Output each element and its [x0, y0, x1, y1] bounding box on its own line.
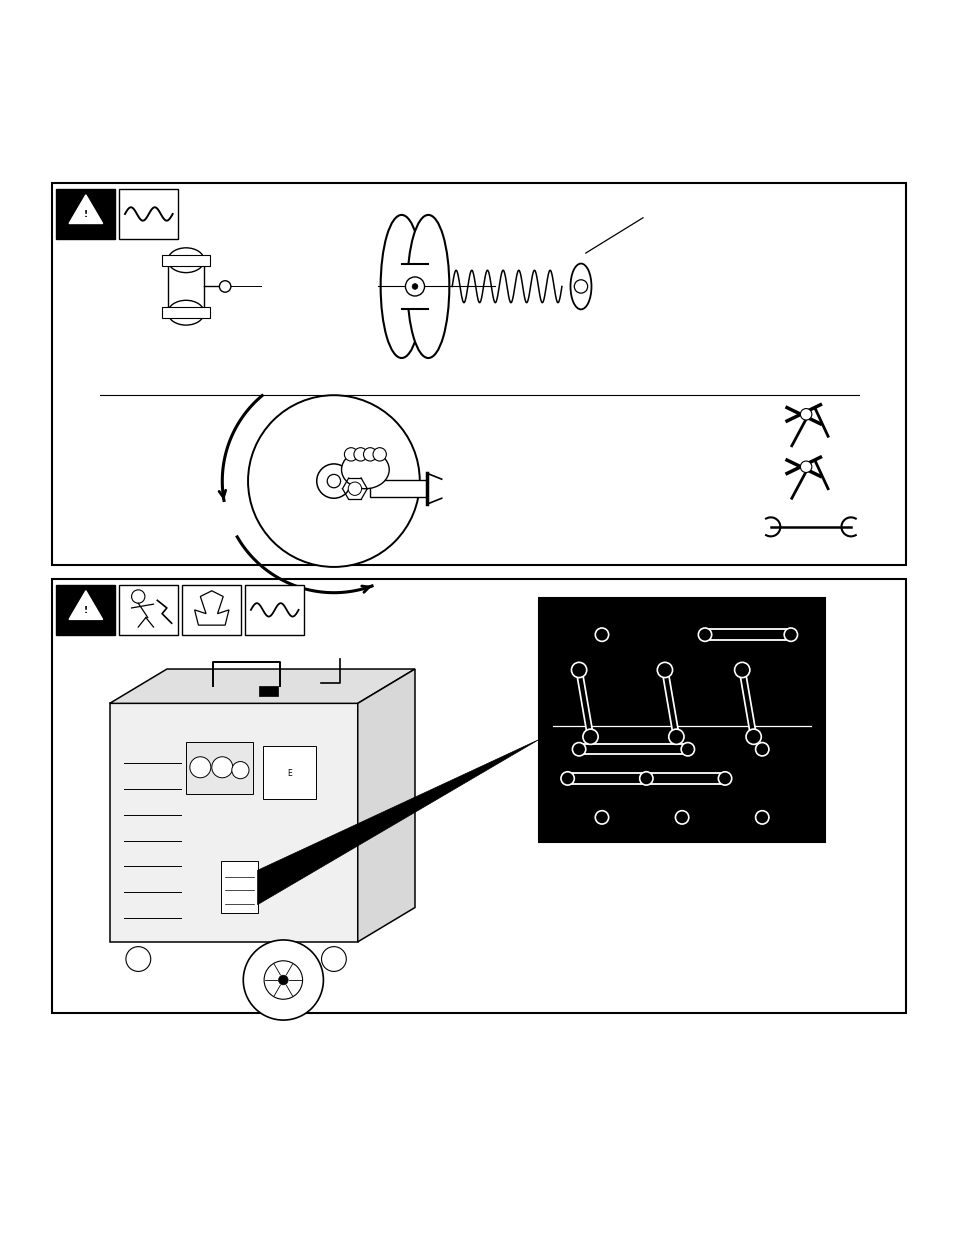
- Bar: [162, 308, 210, 319]
- Bar: [52, 184, 905, 566]
- Bar: [182, 585, 241, 635]
- Circle shape: [698, 627, 711, 641]
- Circle shape: [800, 409, 811, 420]
- Polygon shape: [110, 669, 415, 704]
- Ellipse shape: [570, 263, 591, 309]
- Bar: [258, 687, 277, 695]
- Circle shape: [595, 627, 608, 641]
- Bar: [119, 189, 178, 238]
- Circle shape: [190, 757, 211, 778]
- Polygon shape: [357, 669, 415, 942]
- Circle shape: [595, 810, 608, 824]
- Text: E: E: [287, 768, 292, 778]
- Bar: [56, 585, 115, 635]
- Circle shape: [278, 976, 288, 984]
- Circle shape: [405, 277, 424, 296]
- Circle shape: [321, 947, 346, 972]
- Circle shape: [132, 590, 145, 603]
- Bar: [263, 746, 315, 799]
- Bar: [56, 189, 115, 238]
- Text: !: !: [84, 210, 88, 220]
- Circle shape: [232, 762, 249, 779]
- Circle shape: [316, 464, 351, 498]
- Circle shape: [219, 280, 231, 293]
- Bar: [221, 861, 257, 913]
- Bar: [245, 585, 304, 635]
- Bar: [52, 579, 905, 1014]
- Circle shape: [412, 284, 417, 289]
- Bar: [567, 773, 724, 784]
- Circle shape: [264, 961, 302, 999]
- Polygon shape: [257, 740, 538, 905]
- Bar: [704, 630, 790, 640]
- Polygon shape: [110, 704, 357, 942]
- Polygon shape: [69, 195, 103, 224]
- Ellipse shape: [354, 448, 367, 461]
- Circle shape: [745, 729, 760, 745]
- Circle shape: [248, 395, 419, 567]
- Circle shape: [675, 810, 688, 824]
- Circle shape: [126, 947, 151, 972]
- Circle shape: [574, 280, 587, 293]
- Bar: [578, 743, 687, 755]
- Circle shape: [734, 662, 749, 678]
- Circle shape: [657, 662, 672, 678]
- Ellipse shape: [363, 448, 376, 461]
- Bar: [401, 263, 428, 309]
- Circle shape: [680, 742, 694, 756]
- Circle shape: [755, 810, 768, 824]
- Circle shape: [582, 729, 598, 745]
- Bar: [370, 480, 427, 498]
- Ellipse shape: [168, 300, 204, 325]
- Circle shape: [571, 662, 586, 678]
- Bar: [186, 741, 253, 794]
- Polygon shape: [69, 590, 103, 620]
- Ellipse shape: [380, 215, 422, 358]
- Polygon shape: [194, 590, 229, 625]
- Circle shape: [243, 940, 323, 1020]
- Ellipse shape: [344, 448, 357, 461]
- Circle shape: [327, 474, 340, 488]
- Bar: [119, 585, 178, 635]
- Circle shape: [560, 772, 574, 785]
- Ellipse shape: [407, 215, 449, 358]
- Circle shape: [668, 729, 683, 745]
- Circle shape: [755, 742, 768, 756]
- Circle shape: [718, 772, 731, 785]
- Ellipse shape: [168, 248, 204, 273]
- Bar: [538, 599, 824, 842]
- Circle shape: [800, 461, 811, 473]
- Bar: [168, 261, 204, 312]
- Circle shape: [572, 742, 585, 756]
- Ellipse shape: [373, 448, 386, 461]
- Circle shape: [783, 627, 797, 641]
- Circle shape: [212, 757, 233, 778]
- Circle shape: [639, 772, 652, 785]
- Text: !: !: [84, 606, 88, 615]
- Ellipse shape: [341, 451, 389, 489]
- Bar: [162, 254, 210, 266]
- Circle shape: [348, 482, 361, 495]
